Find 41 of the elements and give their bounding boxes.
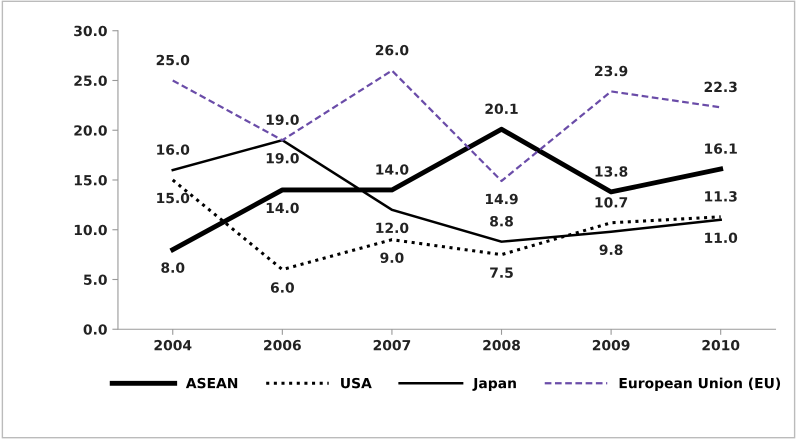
- data-label: 9.8: [600, 244, 623, 255]
- data-label: 6.0: [270, 282, 294, 293]
- data-label: 25.0: [156, 54, 190, 66]
- data-label: 15.0: [157, 192, 190, 204]
- data-label: 7.5: [490, 268, 513, 278]
- data-label: 8.8: [490, 216, 513, 226]
- x-tick-label: 2006: [264, 340, 301, 350]
- data-label: 22.3: [704, 82, 737, 92]
- legend-label: European Union (EU): [620, 378, 780, 392]
- data-label: 14.0: [266, 202, 299, 214]
- data-label: 13.8: [596, 166, 628, 177]
- y-tick-label: 30.0: [74, 26, 107, 36]
- y-tick-label: 15.0: [74, 174, 107, 186]
- legend-label: ASEAN: [186, 378, 238, 388]
- data-label: 23.9: [595, 66, 628, 76]
- y-tick-label: 20.0: [74, 125, 107, 136]
- x-tick-label: 2004: [154, 340, 192, 350]
- legend-label: USA: [341, 378, 372, 388]
- data-label: 8.0: [161, 262, 184, 273]
- data-label: 16.0: [157, 144, 190, 155]
- data-label: 11.3: [705, 191, 737, 202]
- data-label: 10.7: [596, 197, 628, 208]
- x-tick-label: 2010: [702, 340, 740, 350]
- y-tick-label: 10.0: [74, 224, 107, 236]
- data-label: 11.0: [705, 232, 738, 244]
- legend-label: Japan: [472, 378, 516, 392]
- data-label: 19.0: [266, 114, 299, 125]
- y-tick-label: 25.0: [74, 75, 107, 86]
- x-tick-label: 2008: [483, 340, 520, 350]
- data-label: 12.0: [376, 222, 408, 234]
- data-label: 26.0: [376, 44, 408, 56]
- data-label: 20.1: [485, 104, 518, 114]
- y-tick-label: 5.0: [84, 274, 107, 285]
- y-tick-label: 0.0: [84, 324, 107, 335]
- x-tick-label: 2007: [374, 340, 410, 350]
- data-label: 16.1: [705, 143, 737, 154]
- x-tick-label: 2009: [592, 340, 630, 350]
- data-label: 9.0: [380, 252, 404, 263]
- data-label: 14.9: [486, 194, 518, 204]
- data-label: 19.0: [266, 152, 299, 164]
- data-label: 14.0: [376, 164, 408, 175]
